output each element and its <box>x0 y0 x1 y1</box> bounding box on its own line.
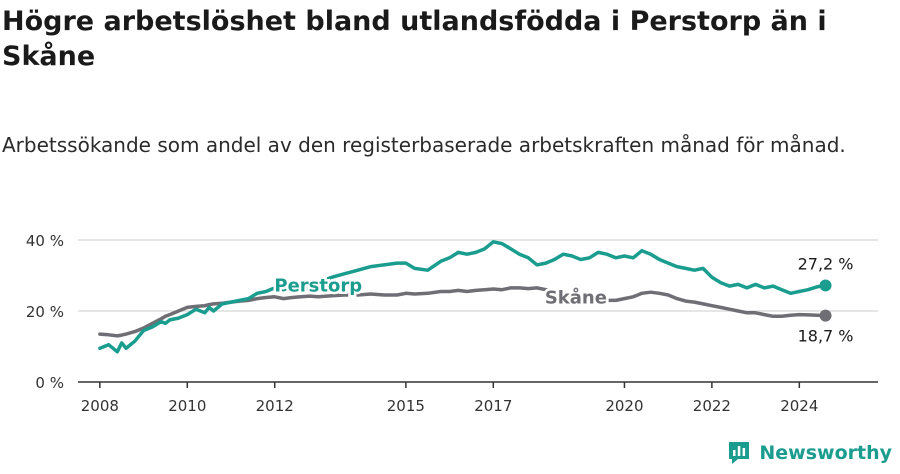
newsworthy-logo-icon <box>729 442 750 464</box>
y-tick-label: 0 % <box>35 374 64 392</box>
newsworthy-logo[interactable]: Newsworthy <box>727 438 892 468</box>
x-tick-label: 2008 <box>81 397 119 415</box>
skane-end-label: 18,7 % <box>798 327 854 346</box>
series-labels: 27,2 % 18,7 % Perstorp Skåne <box>272 254 854 346</box>
x-tick-label: 2017 <box>474 397 512 415</box>
perstorp-line <box>98 240 828 354</box>
x-tick-label: 2012 <box>256 397 294 415</box>
x-axis: 2008 2010 2012 2015 2017 2020 2022 2024 <box>78 381 878 415</box>
skane-series-label: Skåne <box>545 287 607 309</box>
perstorp-series-label: Perstorp <box>274 275 362 296</box>
y-tick-label: 20 % <box>26 303 64 321</box>
perstorp-end-marker <box>819 279 832 292</box>
brand-name: Newsworthy <box>759 442 892 464</box>
skane-end-marker <box>819 309 832 322</box>
chart-title: Högre arbetslöshet bland utlandsfödda i … <box>2 6 827 72</box>
y-tick-label: 40 % <box>26 232 64 250</box>
x-tick-label: 2022 <box>693 397 731 415</box>
series-lines <box>98 240 832 354</box>
chart-subtitle: Arbetssökande som andel av den registerb… <box>2 133 846 157</box>
x-tick-label: 2015 <box>387 397 425 415</box>
y-axis-tick-labels: 0 % 20 % 40 % <box>26 232 64 392</box>
x-tick-label: 2024 <box>780 397 818 415</box>
x-tick-label: 2020 <box>605 397 643 415</box>
x-tick-label: 2010 <box>168 397 206 415</box>
skane-line <box>98 286 828 338</box>
perstorp-end-label: 27,2 % <box>798 254 854 273</box>
